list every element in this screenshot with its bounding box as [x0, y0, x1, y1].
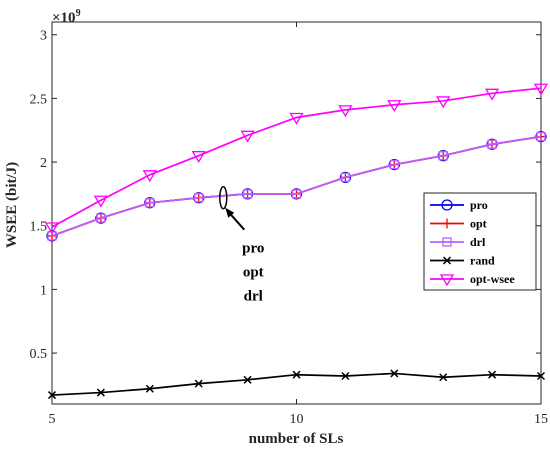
data-point-rand	[536, 371, 546, 381]
marker-stroke	[439, 373, 448, 382]
legend-label: rand	[470, 254, 495, 268]
data-point-rand	[194, 379, 203, 388]
legend-marker	[439, 274, 455, 287]
data-point-opt-wsee	[387, 100, 402, 113]
marker-stroke	[488, 370, 497, 379]
series-opt-wsee	[44, 83, 549, 235]
data-point-opt-wsee	[289, 112, 304, 125]
series-line-drl	[51, 135, 542, 237]
series-group	[44, 83, 549, 400]
y-axis-label: WSEE (bit/J)	[4, 162, 20, 248]
data-point-drl	[291, 189, 302, 199]
x-axis-label: number of SLs	[249, 431, 344, 447]
marker-stroke	[341, 371, 350, 381]
marker-stroke	[292, 370, 301, 379]
legend-label: drl	[470, 235, 486, 249]
data-point-drl	[242, 189, 253, 199]
y-tick-label: 1.5	[30, 220, 48, 235]
data-point-rand	[488, 370, 497, 379]
legend-item-opt: opt	[430, 217, 487, 231]
data-point-opt-wsee	[142, 170, 157, 183]
data-point-opt-wsee	[240, 130, 255, 143]
annotation-label: pro	[242, 241, 264, 257]
legend-marker	[441, 199, 453, 211]
data-point-rand	[47, 391, 57, 400]
legend-item-opt-wsee: opt-wsee	[430, 272, 515, 287]
marker-stroke	[243, 375, 252, 384]
legend: pro opt drl rand opt-wsee	[423, 192, 537, 291]
x-tick-label: 15	[534, 412, 548, 427]
data-point-rand	[341, 371, 350, 381]
data-point-rand	[243, 375, 252, 384]
data-point-opt-wsee	[191, 151, 206, 163]
data-point-drl	[96, 213, 106, 223]
series-line-opt-wsee	[51, 87, 542, 228]
y-tick-label: 2.5	[30, 92, 48, 107]
legend-marker	[442, 256, 452, 265]
annotation-label: opt	[243, 265, 264, 281]
data-point-opt-wsee	[44, 222, 60, 235]
legend-item-drl: drl	[430, 235, 486, 249]
axes: 5 10 15 0.5 1 1.5 2 2.5 3	[30, 21, 548, 427]
series-drl	[47, 131, 546, 241]
legend-label: opt-wsee	[470, 272, 515, 286]
data-point-drl	[536, 131, 546, 142]
data-point-drl	[340, 172, 351, 182]
annotation-ellipse	[219, 185, 228, 210]
marker-stroke	[47, 391, 57, 400]
marker-stroke	[536, 371, 546, 381]
data-point-drl	[487, 139, 497, 149]
data-point-opt-wsee	[338, 105, 353, 118]
data-point-opt-wsee	[436, 96, 451, 109]
data-point-drl	[438, 151, 448, 161]
marker-stroke	[390, 369, 399, 378]
y-tick-label: 2	[40, 156, 47, 171]
legend-label: pro	[470, 198, 488, 212]
marker-stroke	[194, 379, 203, 388]
data-point-rand	[439, 373, 448, 382]
legend-marker	[442, 237, 452, 247]
data-point-drl	[389, 159, 399, 170]
annotation-arrowhead	[225, 207, 235, 218]
data-point-opt-wsee	[484, 88, 500, 101]
data-point-drl	[194, 193, 204, 203]
x-tick-label: 10	[290, 412, 304, 427]
marker-stroke	[442, 256, 452, 265]
legend-item-pro: pro	[430, 198, 488, 212]
annotation: pro opt drl	[219, 185, 264, 305]
legend-label: opt	[470, 217, 487, 231]
series-rand	[47, 369, 546, 400]
marker-stroke	[96, 388, 105, 397]
y-exponent-label: ×109	[52, 8, 81, 26]
data-point-rand	[96, 388, 105, 397]
data-point-rand	[145, 384, 154, 393]
legend-marker	[442, 218, 452, 229]
data-point-drl	[145, 198, 155, 208]
legend-item-rand: rand	[430, 254, 495, 268]
y-tick-label: 0.5	[30, 347, 48, 362]
data-point-rand	[292, 370, 301, 379]
series-line-rand	[51, 372, 542, 396]
data-point-opt-wsee	[533, 83, 549, 96]
marker-stroke	[145, 384, 154, 393]
data-point-opt-wsee	[93, 195, 109, 208]
y-tick-label: 3	[40, 29, 47, 44]
y-tick-label: 1	[40, 283, 47, 298]
x-tick-label: 5	[49, 412, 56, 427]
data-point-rand	[390, 369, 399, 378]
annotation-label: drl	[244, 289, 263, 305]
